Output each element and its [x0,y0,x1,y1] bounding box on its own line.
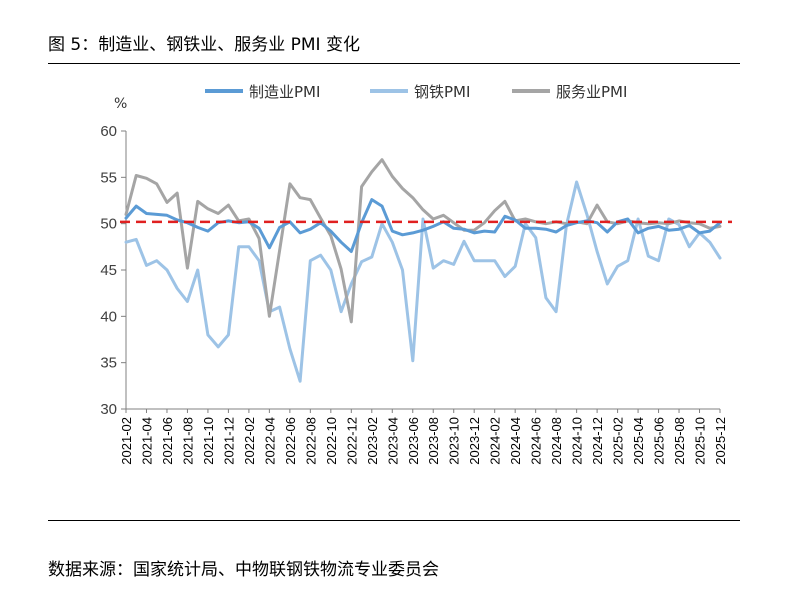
legend-label-0: 制造业PMI [249,83,320,101]
y-tick-label: 40 [100,308,117,325]
x-tick-label: 2021-02 [119,417,134,465]
x-tick-label: 2024-08 [549,417,564,465]
x-tick-label: 2022-04 [262,417,277,465]
x-tick-label: 2021-12 [221,417,236,465]
x-tick-label: 2023-10 [447,417,462,465]
x-tick-label: 2024-06 [529,417,544,465]
x-axis: 2021-02 2021-04 2021-06 2021-08 2021-10 2021-… [119,408,728,465]
x-tick-label: 2024-10 [570,417,585,465]
x-tick-label: 2022-10 [324,417,339,465]
y-axis: 30 35 40 45 50 55 60 [100,123,127,418]
x-tick-label: 2023-04 [385,417,400,465]
x-tick-label: 2025-10 [693,417,708,465]
bottom-rule [48,520,740,521]
x-tick-label: 2024-04 [508,417,523,465]
x-tick-label: 2024-02 [488,417,503,465]
y-tick-label: 30 [100,401,117,418]
x-tick-label: 2024-12 [590,417,605,465]
x-tick-label: 2021-08 [180,417,195,465]
x-tick-label: 2025-02 [611,417,626,465]
x-tick-label: 2021-06 [160,417,175,465]
x-tick-label: 2025-08 [672,417,687,465]
legend-label-1: 钢铁PMI [414,83,470,101]
series-group [124,158,722,383]
x-tick-label: 2021-10 [201,417,216,465]
y-tick-label: 35 [100,355,117,372]
x-tick-label: 2023-02 [365,417,380,465]
legend-label-2: 服务业PMI [556,83,627,101]
x-tick-label: 2023-06 [406,417,421,465]
top-rule [48,63,740,64]
x-tick-label: 2022-02 [242,417,257,465]
y-axis-unit-label: % [114,96,127,112]
y-tick-label: 55 [100,169,117,186]
x-tick-label: 2022-08 [303,417,318,465]
x-tick-label: 2021-04 [139,417,154,465]
x-tick-label: 2025-12 [713,417,728,465]
y-tick-label: 60 [100,123,117,140]
x-tick-label: 2025-06 [652,417,667,465]
x-tick-label: 2023-12 [467,417,482,465]
x-tick-label: 2023-08 [426,417,441,465]
series-line-1 [124,180,722,383]
y-tick-label: 45 [100,262,117,279]
x-tick-label: 2022-12 [344,417,359,465]
x-tick-label: 2022-06 [283,417,298,465]
y-tick-label: 50 [100,216,117,233]
x-tick-label: 2025-04 [631,417,646,465]
data-source-note: 数据来源：国家统计局、中物联钢铁物流专业委员会 [48,560,439,580]
figure-title: 图 5：制造业、钢铁业、服务业 PMI 变化 [48,35,360,55]
chart-legend: 制造业PMI 钢铁PMI 服务业PMI [205,83,627,101]
series-line-2 [124,158,722,324]
